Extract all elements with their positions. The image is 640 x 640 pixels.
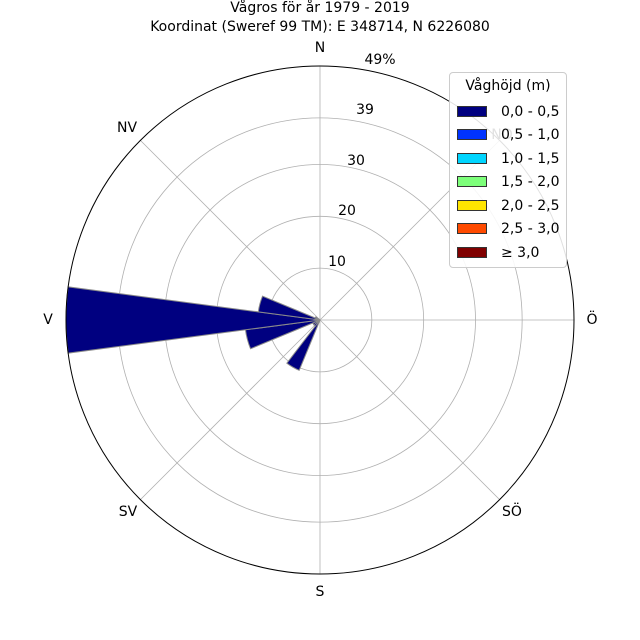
radial-tick-39: 39 [356, 102, 374, 118]
legend-swatch [457, 247, 487, 258]
direction-label-e: Ö [586, 310, 597, 328]
legend-label: 0,5 - 1,0 [501, 127, 560, 143]
legend-label: 0,0 - 0,5 [501, 104, 560, 120]
grid-spoke [140, 140, 321, 321]
outer-circle [65, 65, 575, 575]
legend-swatch [457, 200, 487, 211]
direction-label-se: SÖ [502, 502, 522, 520]
radial-tick-30: 30 [347, 153, 365, 169]
direction-label-n: N [315, 40, 325, 56]
legend-title: Våghöjd (m) [465, 78, 551, 94]
chart-title: Vågros för år 1979 - 2019 [230, 0, 410, 16]
legend-swatch [457, 223, 487, 234]
legend-label: 2,5 - 3,0 [501, 221, 560, 237]
grid-spoke [319, 319, 500, 500]
wave-bar [286, 319, 321, 371]
legend: Våghöjd (m) 0,0 - 0,5 0,5 - 1,0 1,0 - 1,… [449, 72, 567, 268]
direction-label-s: S [316, 584, 325, 600]
legend-swatch [457, 106, 487, 117]
radial-label-max: 49% [364, 52, 395, 68]
grid-spoke [140, 319, 321, 500]
direction-label-nw: NV [117, 120, 137, 136]
direction-label-sw: SV [119, 504, 138, 520]
legend-swatch [457, 129, 487, 140]
legend-label: 1,0 - 1,5 [501, 151, 560, 167]
legend-swatch [457, 153, 487, 164]
radial-tick-20: 20 [338, 203, 356, 219]
legend-label: ≥ 3,0 [501, 245, 540, 261]
radial-tick-10: 10 [328, 254, 346, 270]
wave-bar [314, 316, 321, 321]
direction-label-w: V [43, 312, 53, 328]
wave-bar [257, 295, 321, 321]
legend-swatch [457, 176, 487, 187]
wave-bar [65, 286, 321, 354]
legend-label: 2,0 - 2,5 [501, 198, 560, 214]
chart-subtitle: Koordinat (Sweref 99 TM): E 348714, N 62… [150, 19, 490, 35]
legend-label: 1,5 - 2,0 [501, 174, 560, 190]
